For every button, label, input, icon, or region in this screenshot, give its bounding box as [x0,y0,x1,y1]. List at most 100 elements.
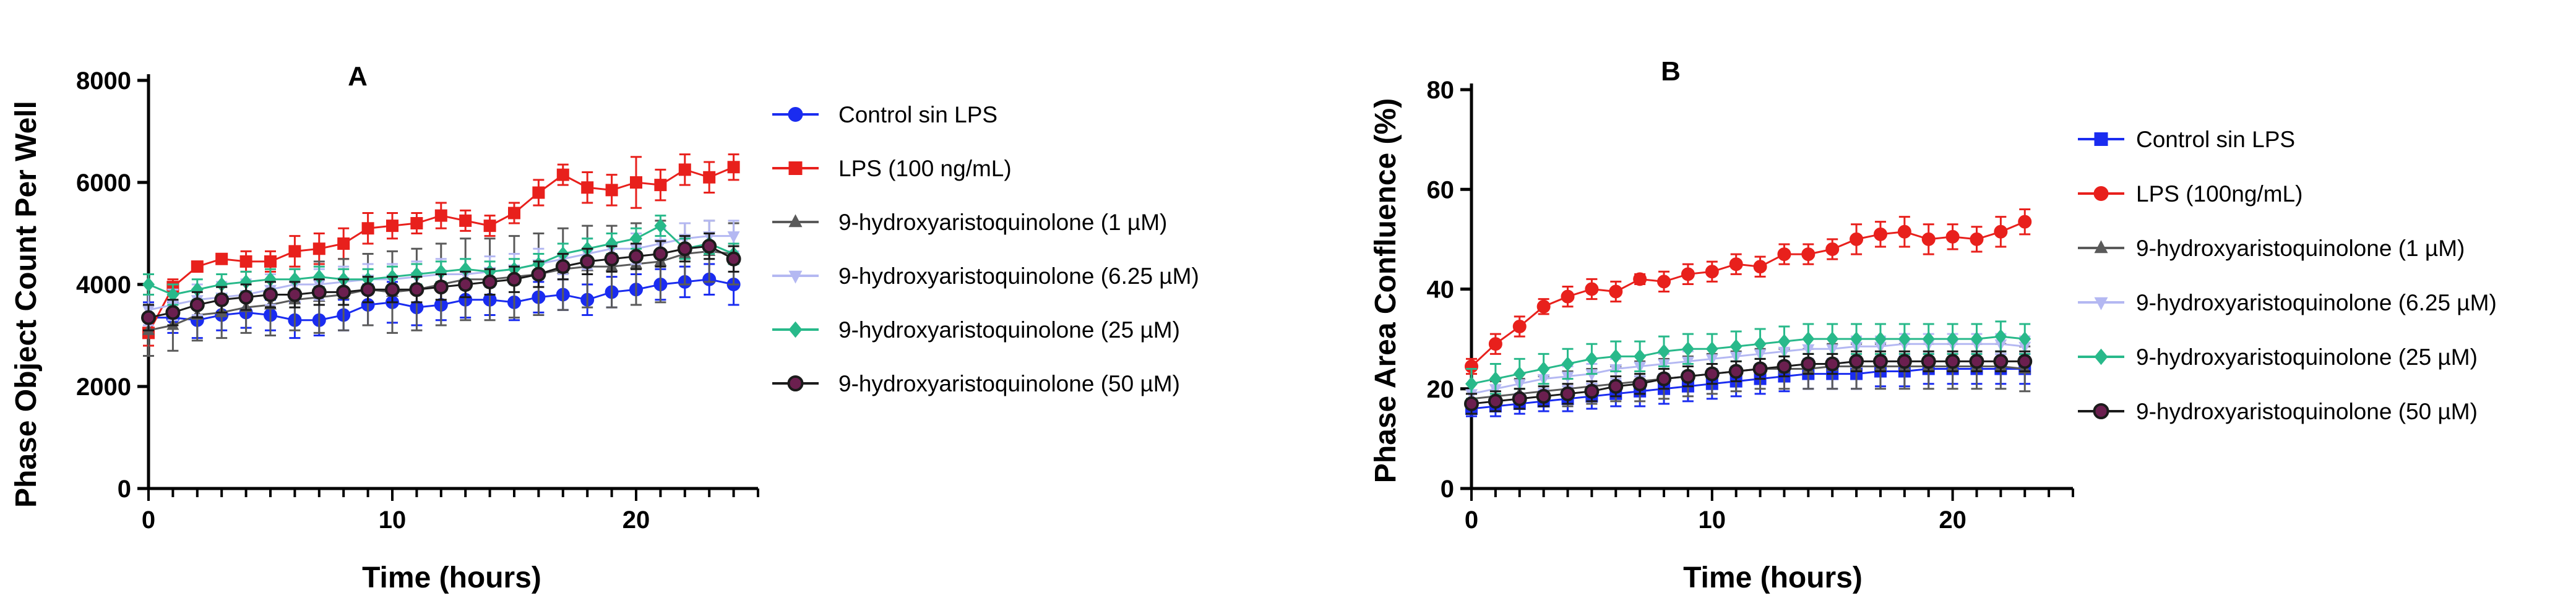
panel-a-data-point [604,251,619,267]
panel-b-letter: B [1661,56,1681,87]
panel-a-data-point [629,249,644,264]
panel-b-data-point [1873,227,1887,241]
panel-a-data-point [677,241,692,257]
panel-b-series-line [1471,343,2025,395]
panel-a-data-point [580,254,595,269]
panel-b-data-point [1730,339,1742,354]
panel-a-data-point [433,280,449,295]
panel-a-data-point [458,277,473,292]
panel-a-data-point [605,184,618,197]
panel-b-x-tick-label: 20 [1939,506,1966,534]
panel-a-x-tick-label: 10 [379,506,407,534]
panel-a-data-point [386,220,398,233]
panel-b-data-point [1898,331,1911,347]
panel-b-data-point [1801,247,1816,262]
panel-a-data-point [215,252,228,265]
panel-b-legend-marker [2093,403,2109,419]
panel-b-data-point [1705,341,1718,357]
panel-a-data-point [385,282,400,297]
panel-a-y-tick-label: 0 [118,476,131,503]
panel-b-data-point [1753,260,1767,274]
panel-a-data-point [726,251,741,267]
panel-b-data-point [1872,354,1888,369]
panel-b-legend-label: 9-hydroxyaristoquinolone (50 µM) [2136,399,2478,424]
panel-b-data-point [1826,331,1839,347]
panel-a-y-tick-label: 2000 [76,373,131,401]
panel-a-legend-marker [787,375,804,391]
panel-a-data-point [191,260,204,273]
panel-b-data-point [1754,336,1767,352]
panel-b-x-tick-label: 10 [1699,506,1726,534]
panel-a-data-point [434,209,447,222]
panel-b-legend-marker [2094,297,2108,310]
panel-b-legend-label: Control sin LPS [2136,127,2295,152]
panel-b-data-point [1704,366,1720,382]
panel-a-y-axis-title: Phase Object Count Per Well [10,101,43,508]
panel-b-data-point [1658,344,1671,359]
panel-a-data-point [508,207,520,220]
panel-b-data-point [1850,331,1863,347]
panel-b-data-point [1632,376,1648,391]
panel-a-data-point [336,284,351,300]
panel-a-data-point [189,297,205,312]
panel-a-y-tick-label: 8000 [76,67,131,95]
panel-a-data-point [483,220,496,233]
panel-a-data-point [654,179,667,192]
panel-b-series-line [1471,360,2025,405]
panel-b-data-point [1536,388,1551,404]
panel-b-data-point [1488,393,1503,409]
panel-a-data-point [410,267,423,282]
panel-b-y-tick-label: 40 [1427,276,1455,304]
panel-a-data-point [703,171,716,184]
panel-b-data-point [1825,242,1840,256]
panel-a-series-2 [142,153,740,347]
panel-b-data-point [1921,354,1936,369]
panel-b-data-point [1994,224,2008,239]
panel-a-data-point [653,246,668,262]
panel-a-data-point [459,214,472,227]
panel-a-data-point [410,217,423,229]
panel-b-data-point [1705,265,1719,279]
panel-a-data-point [263,287,278,302]
panel-b-data-point [1897,354,1912,369]
panel-b-data-point [1633,272,1647,286]
panel-a-data-point [142,277,155,292]
panel-a-data-point [312,242,325,255]
panel-b-data-point [1537,361,1550,377]
panel-b-data-point [1970,331,1983,347]
panel-b-data-point [1945,354,1960,369]
panel-a-data-point [141,310,156,325]
panel-b-data-point [1681,341,1694,357]
panel-b-data-point [1681,267,1695,281]
panel-a-data-point [727,161,740,174]
panel-b-legend: Control sin LPS LPS (100ng/mL) 9-hydroxyar… [2078,127,2497,424]
panel-a-axes: 0 2000 4000 6000 8000 0 10 20 [76,67,759,534]
panel-b-data-point [1728,364,1744,379]
panel-a-y-tick-label: 6000 [76,169,131,197]
panel-b-data-point [1778,334,1791,349]
panel-b-data-point [1777,359,1792,374]
panel-b-data-point [1802,331,1815,347]
panel-a-data-point [312,269,325,284]
panel-b-data-point [1922,331,1935,347]
panel-a-legend-marker [788,107,803,122]
panel-a-data-point [215,277,228,292]
panel-a-data-point [531,267,546,282]
panel-a-legend-label: 9-hydroxyaristoquinolone (1 µM) [838,210,1167,235]
panel-b-data-point [1561,356,1574,372]
panel-b-data-point [1608,378,1624,394]
panel-a-x-tick-label: 0 [142,506,155,534]
panel-a-data-point [311,284,327,300]
panel-b-data-point [1921,232,1936,246]
panel-a-data-point [264,255,277,268]
panel-b-data-point [1874,331,1887,347]
panel-a-legend-label: 9-hydroxyaristoquinolone (6.25 µM) [838,263,1199,289]
panel-a-legend: Control sin LPS LPS (100 ng/mL) 9-hydroxya… [772,102,1199,396]
panel-b-data-point [1585,282,1599,296]
panel-b-series-5 [1465,320,2031,400]
panel-b-data-point [1585,369,1598,382]
panel-a-legend-marker [788,321,803,338]
panel-b-data-point [2017,354,2033,369]
panel-a-legend-marker [788,161,803,175]
panel-a-data-point [459,262,472,277]
